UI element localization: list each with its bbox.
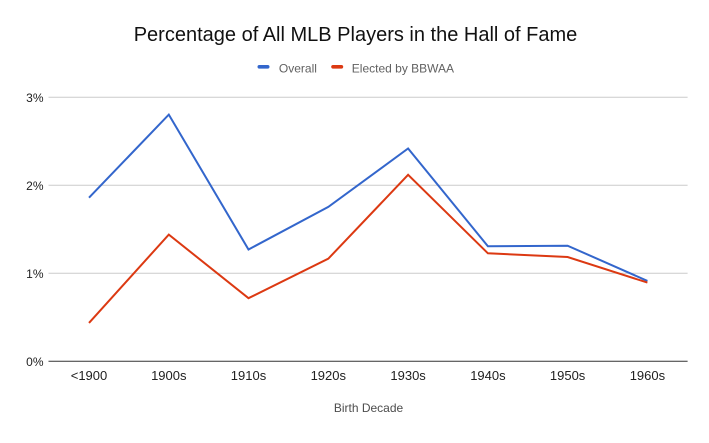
svg-text:<1900: <1900 [71,368,108,383]
svg-text:Birth Decade: Birth Decade [334,401,404,415]
svg-text:1%: 1% [26,267,44,281]
svg-text:1900s: 1900s [151,368,187,383]
svg-text:1960s: 1960s [630,368,666,383]
svg-text:1930s: 1930s [390,368,426,383]
svg-text:1950s: 1950s [550,368,586,383]
svg-text:0%: 0% [26,355,44,369]
svg-text:1920s: 1920s [311,368,347,383]
svg-text:2%: 2% [26,179,44,193]
svg-text:Percentage of All MLB Players: Percentage of All MLB Players in the Hal… [134,24,578,46]
svg-text:1910s: 1910s [231,368,267,383]
svg-text:3%: 3% [26,91,44,105]
svg-text:1940s: 1940s [470,368,506,383]
svg-text:Overall: Overall [279,62,317,76]
svg-text:Elected by BBWAA: Elected by BBWAA [352,62,454,76]
